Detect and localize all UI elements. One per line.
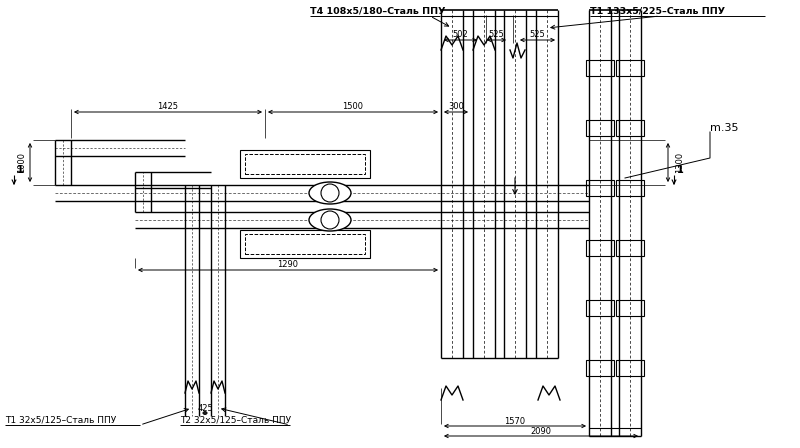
Text: 525: 525: [489, 30, 504, 39]
Text: m.35: m.35: [710, 123, 738, 133]
Bar: [616, 60, 644, 76]
Bar: [586, 360, 614, 376]
Text: 1000: 1000: [18, 152, 26, 173]
Text: 1300: 1300: [675, 152, 685, 173]
Text: 2090: 2090: [530, 426, 551, 435]
Bar: [586, 120, 614, 136]
Ellipse shape: [309, 209, 351, 231]
Bar: [616, 120, 644, 136]
Bar: [616, 240, 644, 256]
Text: 1570: 1570: [505, 417, 526, 426]
Text: T4 108x5/180–Сталь ППУ: T4 108x5/180–Сталь ППУ: [310, 7, 446, 16]
Bar: [586, 180, 614, 196]
Text: 1290: 1290: [278, 259, 298, 268]
Text: T1 133x5/225–Сталь ППУ: T1 133x5/225–Сталь ППУ: [590, 7, 725, 16]
Text: 502: 502: [453, 30, 468, 39]
Bar: [240, 230, 370, 258]
Bar: [616, 360, 644, 376]
Bar: [245, 154, 365, 174]
Bar: [586, 240, 614, 256]
Circle shape: [321, 211, 339, 229]
Circle shape: [321, 184, 339, 202]
Bar: [616, 300, 644, 316]
Bar: [240, 150, 370, 178]
Text: 1: 1: [17, 165, 23, 175]
Text: 1: 1: [677, 165, 683, 175]
Text: T1 32x5/125–Сталь ППУ: T1 32x5/125–Сталь ППУ: [5, 415, 116, 425]
Text: 1425: 1425: [158, 102, 178, 111]
Text: 1500: 1500: [342, 102, 363, 111]
Bar: [586, 300, 614, 316]
Text: T2 32x5/125–Сталь ППУ: T2 32x5/125–Сталь ППУ: [180, 415, 291, 425]
Text: 525: 525: [530, 30, 546, 39]
Ellipse shape: [309, 182, 351, 204]
Text: 425: 425: [197, 404, 213, 413]
Text: 300: 300: [448, 102, 464, 111]
Bar: [616, 180, 644, 196]
Bar: [586, 60, 614, 76]
Bar: [245, 234, 365, 254]
